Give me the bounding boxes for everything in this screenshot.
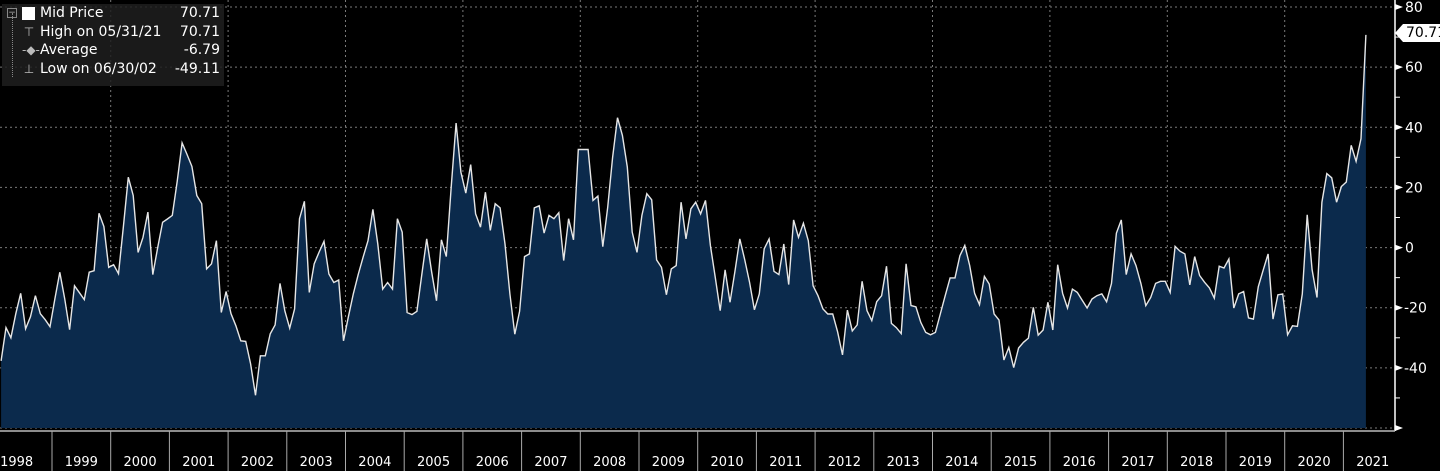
x-tick-label: 2006 [476, 455, 509, 470]
x-tick-label: 2014 [945, 455, 978, 470]
legend-low-label: Low on 06/30/02 [40, 60, 157, 77]
x-tick-label: 1999 [65, 455, 98, 470]
y-tick-marker [1395, 184, 1403, 191]
legend-row-low: ⊥ Low on 06/30/02 -49.11 [2, 60, 224, 79]
y-tick-label: -20 [1404, 301, 1427, 317]
square-swatch-icon [22, 7, 35, 20]
y-tick-marker [1395, 64, 1403, 71]
x-tick-label: 2021 [1356, 455, 1389, 470]
legend-high-value: 70.71 [179, 23, 220, 40]
legend-low-value: -49.11 [174, 60, 220, 77]
legend-series-label: Mid Price [40, 5, 104, 21]
legend: − Mid Price 70.71 ⊤ High on 05/31/21 70.… [2, 4, 224, 86]
x-tick-label: 1998 [0, 455, 33, 470]
x-tick-label: 2000 [124, 455, 157, 470]
x-axis: 1998 1999 2000 2001 2002 2003 2004 2005 2006 2007… [0, 431, 1389, 471]
low-marker-icon: ⊥ [23, 61, 35, 76]
legend-row-high: ⊤ High on 05/31/21 70.71 [2, 23, 224, 42]
y-tick-marker [1395, 364, 1403, 371]
x-tick-label: 2004 [358, 455, 391, 470]
y-tick-marker [1395, 244, 1403, 251]
x-tick-label: 2001 [182, 455, 215, 470]
x-tick-label: 2012 [828, 455, 861, 470]
x-tick-label: 2019 [1239, 455, 1272, 470]
y-axis: 80 60 40 20 0 -20 -40 [1404, 0, 1427, 377]
y-tick-marker [1395, 304, 1403, 311]
y-tick-label: 40 [1405, 120, 1423, 136]
x-tick-label: 2002 [241, 455, 274, 470]
y-tick-marker [1395, 425, 1403, 431]
x-tick-label: 2017 [1121, 455, 1154, 470]
x-tick-label: 2013 [887, 455, 920, 470]
x-tick-label: 2008 [593, 455, 626, 470]
legend-average-label: Average [40, 42, 98, 58]
y-tick-marker [1395, 124, 1403, 131]
x-tick-label: 2018 [1180, 455, 1213, 470]
x-tick-label: 2005 [417, 455, 450, 470]
average-marker-icon: -◆- [22, 43, 40, 57]
legend-average-value: -6.79 [183, 42, 220, 58]
collapse-icon[interactable]: − [7, 8, 17, 18]
y-tick-label: -40 [1404, 361, 1427, 377]
x-tick-label: 2016 [1063, 455, 1096, 470]
x-tick-label: 2009 [652, 455, 685, 470]
x-tick-label: 2007 [534, 455, 567, 470]
x-tick-label: 2003 [300, 455, 333, 470]
y-tick-label: 0 [1405, 241, 1414, 257]
legend-row-average: -◆- Average -6.79 [2, 41, 224, 60]
legend-series-value: 70.71 [179, 5, 220, 21]
y-tick-label: 20 [1405, 180, 1423, 196]
high-marker-icon: ⊤ [23, 24, 35, 39]
y-tick-marker [1395, 4, 1403, 10]
x-tick-label: 2015 [1004, 455, 1037, 470]
x-tick-label: 2010 [711, 455, 744, 470]
series-line-mid-price [0, 34, 1367, 396]
last-value-label: 70.71 [1394, 24, 1440, 42]
x-tick-label: 2020 [1298, 455, 1331, 470]
legend-tree-line [12, 13, 14, 77]
series-area-mid-price [1, 34, 1366, 429]
y-tick-label: 60 [1405, 60, 1423, 76]
x-tick-label: 2011 [769, 455, 802, 470]
y-tick-label: 80 [1405, 0, 1423, 16]
legend-row-series: − Mid Price 70.71 [2, 4, 224, 23]
legend-high-label: High on 05/31/21 [40, 23, 162, 40]
